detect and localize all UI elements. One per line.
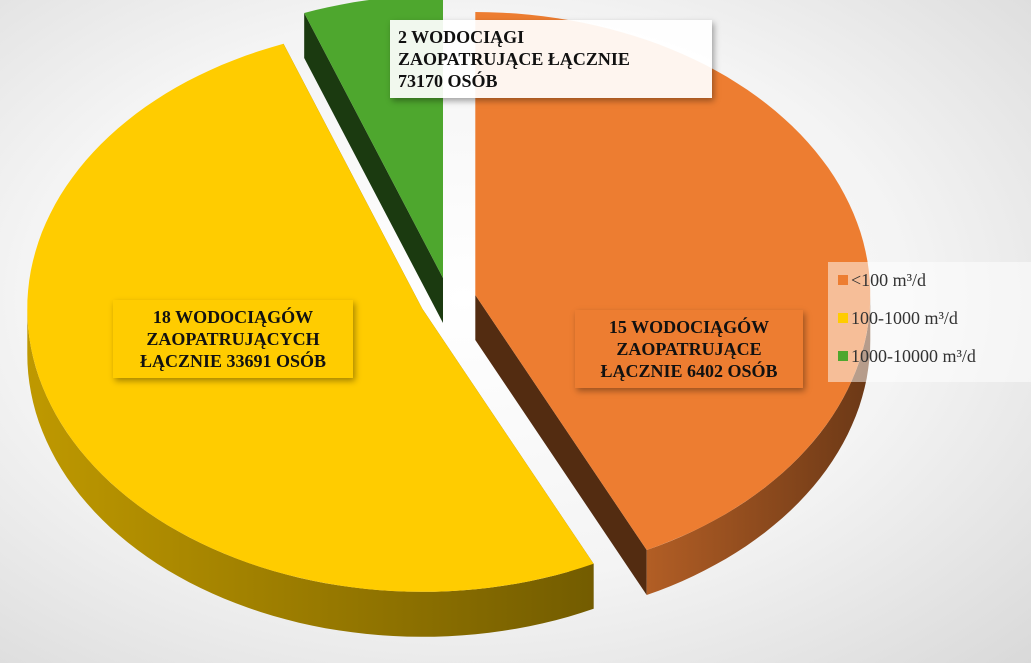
slice-side xyxy=(27,308,594,637)
legend-label: 100-1000 m³/d xyxy=(851,308,958,328)
slice-face xyxy=(304,13,443,323)
legend-swatch xyxy=(838,275,848,285)
legend-label: 1000-10000 m³/d xyxy=(851,346,976,366)
legend-entry: 100-1000 m³/d xyxy=(838,308,958,329)
legend: <100 m³/d 100-1000 m³/d 1000-10000 m³/d xyxy=(828,262,1031,382)
legend-label: <100 m³/d xyxy=(851,270,927,290)
data-label: 18 WODOCIĄGÓW ZAOPATRUJĄCYCH ŁĄCZNIE 336… xyxy=(113,300,353,378)
legend-swatch xyxy=(838,313,848,323)
slice-side xyxy=(646,295,871,595)
slice xyxy=(475,12,871,550)
data-label: 2 WODOCIĄGI ZAOPATRUJĄCE ŁĄCZNIE 73170 O… xyxy=(390,20,712,98)
slice-face xyxy=(475,295,647,595)
legend-swatch xyxy=(838,351,848,361)
legend-entry: 1000-10000 m³/d xyxy=(838,346,976,367)
data-label: 15 WODOCIĄGÓW ZAOPATRUJĄCE ŁĄCZNIE 6402 … xyxy=(575,310,803,388)
legend-entry: <100 m³/d xyxy=(838,270,926,291)
